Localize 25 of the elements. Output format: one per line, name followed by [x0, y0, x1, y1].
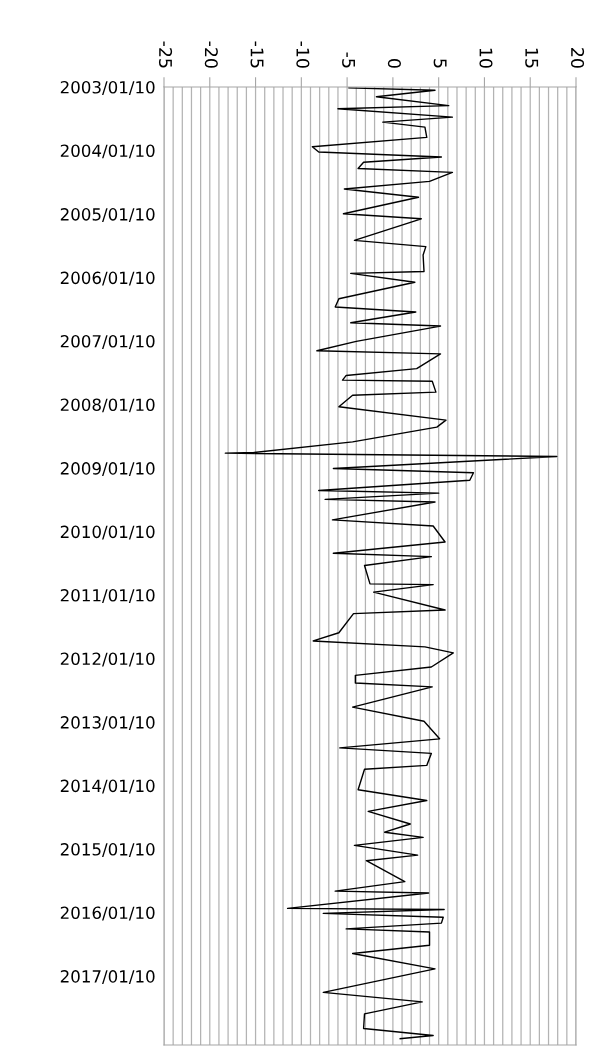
y-tick-label: 2017/01/10 — [60, 970, 155, 985]
y-tick-label: 2009/01/10 — [60, 462, 155, 476]
y-tick-label: 2003/01/10 — [60, 80, 155, 95]
x-tick-label: -10 — [296, 41, 310, 68]
x-tick-label: -15 — [250, 41, 264, 68]
y-tick-label: 2016/01/10 — [60, 906, 155, 921]
x-tick-label: 0 — [387, 59, 401, 68]
y-tick-label: 2008/01/10 — [60, 398, 155, 413]
x-tick-label: -20 — [204, 41, 218, 68]
y-tick-label: 2004/01/10 — [60, 144, 155, 159]
y-tick-label: 2014/01/10 — [60, 779, 155, 794]
x-tick-label: 5 — [433, 59, 447, 68]
y-tick-label: 2015/01/10 — [60, 843, 155, 857]
y-tick-label: 2013/01/10 — [60, 716, 155, 731]
x-tick-label: 10 — [479, 48, 493, 68]
x-tick-label: 20 — [570, 48, 585, 68]
y-tick-label: 2006/01/10 — [60, 271, 155, 286]
x-tick-label: 15 — [525, 48, 539, 68]
x-tick-label: -5 — [342, 52, 355, 68]
y-tick-label: 2010/01/10 — [60, 525, 155, 540]
x-tick-label: -25 — [158, 41, 173, 68]
y-tick-label: 2005/01/10 — [60, 208, 155, 222]
y-tick-label: 2012/01/10 — [60, 652, 155, 667]
y-tick-label: 2007/01/10 — [60, 334, 155, 349]
y-tick-label: 2011/01/10 — [60, 589, 155, 603]
